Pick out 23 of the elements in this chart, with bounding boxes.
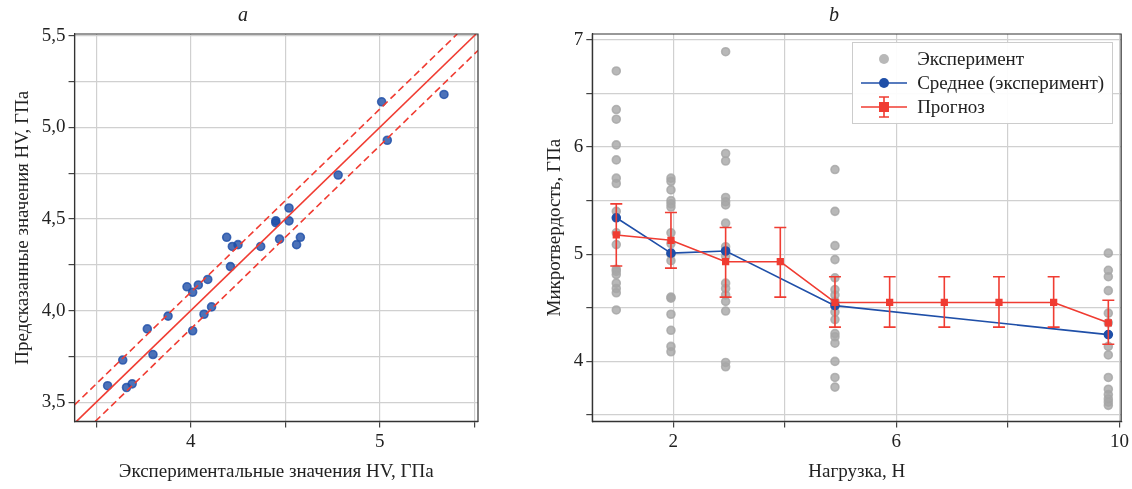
y-axis-title: Предсказанные значения HV, ГПа bbox=[11, 90, 33, 365]
x-tick-label: 5 bbox=[374, 429, 385, 451]
legend-label: Прогноз bbox=[917, 96, 985, 118]
y-axis-title: Микротвердость, ГПа bbox=[543, 138, 565, 317]
y-tick-label: 4 bbox=[573, 349, 584, 371]
y-tick-label: 6 bbox=[573, 135, 584, 157]
y-tick-label: 5,5 bbox=[41, 23, 66, 45]
legend-label: Среднее (эксперимент) bbox=[917, 72, 1105, 94]
x-axis-title: Нагрузка, Н bbox=[808, 459, 906, 481]
x-tick-label: 2 bbox=[668, 429, 678, 451]
y-tick-label: 7 bbox=[573, 27, 584, 49]
y-tick-label: 3,5 bbox=[41, 390, 66, 412]
y-tick-label: 5,0 bbox=[41, 115, 66, 137]
x-tick-label: 6 bbox=[891, 429, 902, 451]
x-tick-label: 10 bbox=[1109, 429, 1129, 451]
x-axis-title: Экспериментальные значения HV, ГПа bbox=[118, 459, 435, 481]
y-tick-label: 4,5 bbox=[41, 206, 66, 228]
y-tick-label: 5 bbox=[573, 242, 584, 264]
legend-label: Эксперимент bbox=[917, 48, 1025, 70]
chart-title: a bbox=[238, 3, 248, 26]
y-tick-label: 4,0 bbox=[41, 298, 66, 320]
x-tick-label: 4 bbox=[186, 429, 197, 451]
chart-title: b bbox=[829, 3, 839, 26]
